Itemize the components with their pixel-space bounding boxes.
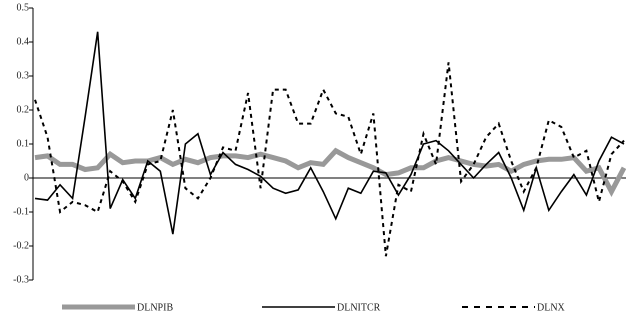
series-line	[34, 31, 625, 235]
y-tick-label: -0.3	[13, 274, 29, 285]
legend-label: DLNPIB	[137, 302, 173, 313]
legend-label: DLNX	[537, 302, 566, 313]
y-tick-label: 0.3	[17, 70, 30, 81]
y-tick-label: 0.1	[17, 138, 30, 149]
series-line	[34, 147, 626, 197]
y-tick-label: 0	[24, 172, 29, 183]
y-tick-label: -0.1	[13, 206, 29, 217]
y-tick-label: 0.4	[17, 36, 30, 47]
y-tick-label: -0.2	[13, 240, 29, 251]
y-tick-label: 0.5	[17, 2, 30, 13]
y-tick-label: 0.2	[17, 104, 30, 115]
legend-label: DLNITCR	[337, 302, 381, 313]
